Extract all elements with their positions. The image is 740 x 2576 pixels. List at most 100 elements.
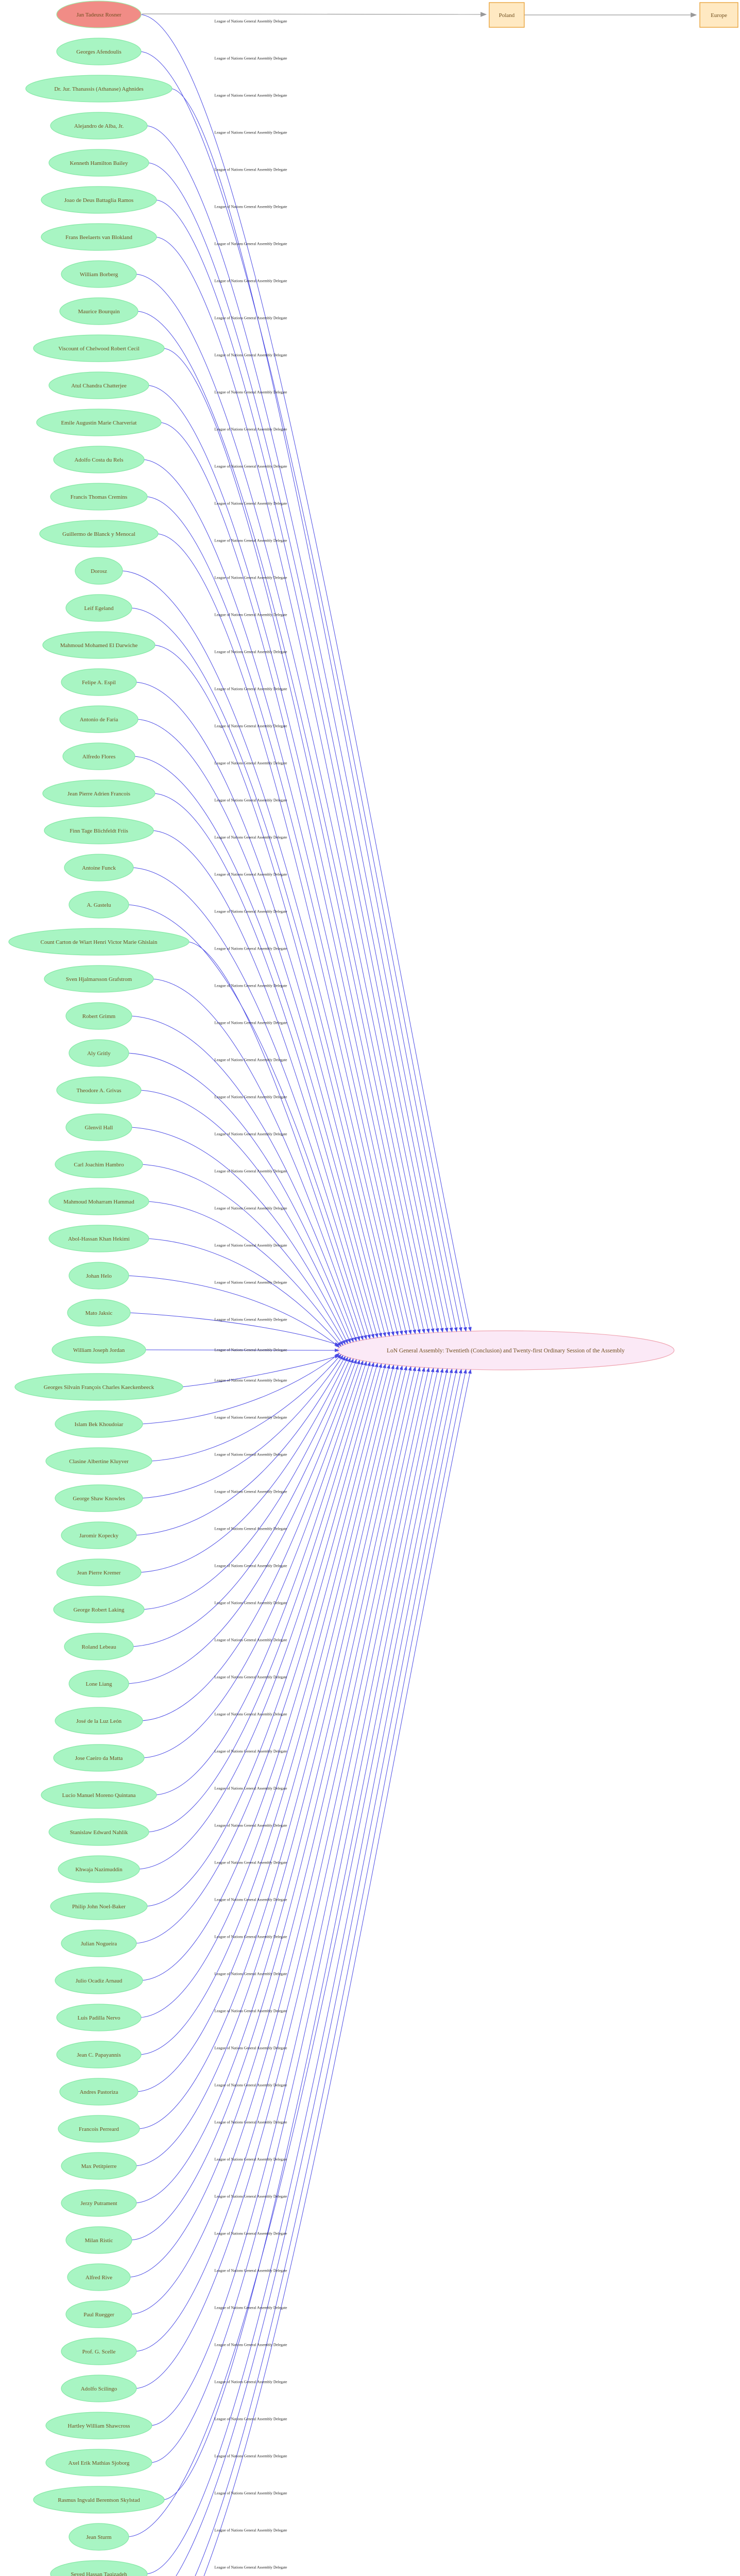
person-ellipse[interactable] [48,371,149,399]
person-node[interactable]: Stanislaw Edward Nahlik [48,1818,149,1846]
person-ellipse[interactable] [61,260,137,288]
person-ellipse[interactable] [41,1781,157,1809]
person-node[interactable]: Julian Nogueira [61,1929,137,1957]
person-node[interactable]: Jean Pierre Kremer [56,1558,142,1586]
person-node[interactable]: Georges Afendoulis [56,38,142,65]
person-node[interactable]: Roland Lebeau [64,1633,134,1660]
person-node[interactable]: Lucio Manuel Moreno Quintana [41,1781,157,1809]
person-node[interactable]: Axel Erik Mathias Sjoborg [45,2449,152,2477]
person-ellipse[interactable] [42,631,156,659]
person-node[interactable]: William Borberg [61,260,137,288]
person-ellipse[interactable] [55,1967,143,1994]
person-ellipse[interactable] [61,2189,137,2217]
person-node[interactable]: Joao de Deus Battaglia Ramos [41,186,157,214]
person-ellipse[interactable] [51,1336,146,1364]
person-node[interactable]: José de la Luz León [55,1707,143,1735]
person-ellipse[interactable] [55,1707,143,1735]
person-ellipse[interactable] [68,1670,129,1698]
person-ellipse[interactable] [50,112,148,140]
person-ellipse[interactable] [33,334,165,362]
person-ellipse[interactable] [67,2263,131,2291]
person-node[interactable]: Count Carton de Wiart Henri Victor Marie… [8,928,190,956]
person-node[interactable]: Islam Bek Khoudoiar [55,1410,143,1438]
person-ellipse[interactable] [53,1744,145,1772]
person-node[interactable]: Jaromir Kopecky [61,1521,137,1549]
person-ellipse[interactable] [68,1262,129,1290]
person-node[interactable]: Paul Ruegger [65,2300,132,2328]
person-node[interactable]: Maurice Bourquin [59,297,139,325]
person-node[interactable]: Antonio de Faria [59,705,139,733]
person-ellipse[interactable] [44,965,154,993]
person-ellipse[interactable] [65,594,132,622]
person-node[interactable]: George Robert Laking [53,1596,145,1623]
person-ellipse[interactable] [45,2412,152,2439]
person-ellipse[interactable] [59,297,139,325]
person-node[interactable]: Jean C. Papayannis [56,2041,142,2069]
person-ellipse[interactable] [33,2486,165,2514]
person-node[interactable]: Alfredo Flores [62,742,135,770]
person-ellipse[interactable] [48,1818,149,1846]
person-ellipse[interactable] [14,1373,183,1401]
person-ellipse[interactable] [56,2041,142,2069]
person-node[interactable]: Felipe A. Espil [61,668,137,696]
person-ellipse[interactable] [58,2115,140,2143]
person-node[interactable]: Mahmoud Mohamed El Darwiche [42,631,156,659]
person-ellipse[interactable] [39,520,159,548]
person-ellipse[interactable] [45,1447,152,1475]
person-node[interactable]: Philip John Noel-Baker [50,1892,148,1920]
person-node[interactable]: William Joseph Jordan [51,1336,146,1364]
person-node[interactable]: Max Petitpierre [61,2152,137,2180]
person-ellipse[interactable] [56,1,142,28]
person-node[interactable]: Emile Augustin Marie Charveriat [36,409,162,436]
person-ellipse[interactable] [61,668,137,696]
person-ellipse[interactable] [61,2337,137,2365]
person-ellipse[interactable] [56,2004,142,2031]
person-ellipse[interactable] [65,2300,132,2328]
person-ellipse[interactable] [61,2375,137,2402]
person-ellipse[interactable] [45,2449,152,2477]
person-ellipse[interactable] [64,1633,134,1660]
person-node[interactable]: Khwaja Nazimuddin [58,1855,140,1883]
person-ellipse[interactable] [59,2078,139,2106]
person-node[interactable]: Luis Padilla Nervo [56,2004,142,2031]
person-node[interactable]: Viscount of Chelwood Robert Cecil [33,334,165,362]
person-node[interactable]: Clasine Albertine Kluyver [45,1447,152,1475]
person-node[interactable]: Mato Jaksic [67,1299,131,1327]
person-node[interactable]: Carl Joachim Hambro [55,1150,143,1178]
person-ellipse[interactable] [48,1188,149,1215]
person-node[interactable]: Adolfo Scilingo [61,2375,137,2402]
person-ellipse[interactable] [62,742,135,770]
person-ellipse[interactable] [61,2152,137,2180]
person-ellipse[interactable] [48,1225,149,1252]
person-node[interactable]: Aly Gritly [68,1039,129,1067]
person-ellipse[interactable] [64,854,134,882]
person-node[interactable]: Kenneth Hamilton Bailey [48,149,149,177]
person-ellipse[interactable] [25,75,173,103]
person-ellipse[interactable] [68,2523,129,2551]
person-ellipse[interactable] [41,223,157,251]
person-node[interactable]: Dorosz [75,557,123,585]
person-node[interactable]: Alejandro de Alba, Jr. [50,112,148,140]
person-ellipse[interactable] [61,1521,137,1549]
person-node[interactable]: Dr. Jur. Thanassis (Athanase) Aghnides [25,75,173,103]
person-ellipse[interactable] [8,928,190,956]
person-node[interactable]: Finn Tage Blichfeldt Friis [44,817,154,844]
person-ellipse[interactable] [75,557,123,585]
person-node[interactable]: Prof. G. Scelle [61,2337,137,2365]
person-ellipse[interactable] [50,1892,148,1920]
person-node[interactable]: Frans Beelaerts van Blokland [41,223,157,251]
person-node[interactable]: Antoine Funck [64,854,134,882]
person-ellipse[interactable] [55,1484,143,1512]
person-ellipse[interactable] [42,779,156,807]
person-ellipse[interactable] [36,409,162,436]
person-ellipse[interactable] [53,1596,145,1623]
person-ellipse[interactable] [61,1929,137,1957]
person-node[interactable]: Hartley William Shawcross [45,2412,152,2439]
person-ellipse[interactable] [55,1410,143,1438]
person-node[interactable]: Jean Pierre Adrien Francois [42,779,156,807]
person-node[interactable]: Alfred Rive [67,2263,131,2291]
continent-node-europe[interactable]: Europe [699,2,738,28]
person-ellipse[interactable] [65,1002,132,1030]
person-ellipse[interactable] [67,1299,131,1327]
person-ellipse[interactable] [59,705,139,733]
